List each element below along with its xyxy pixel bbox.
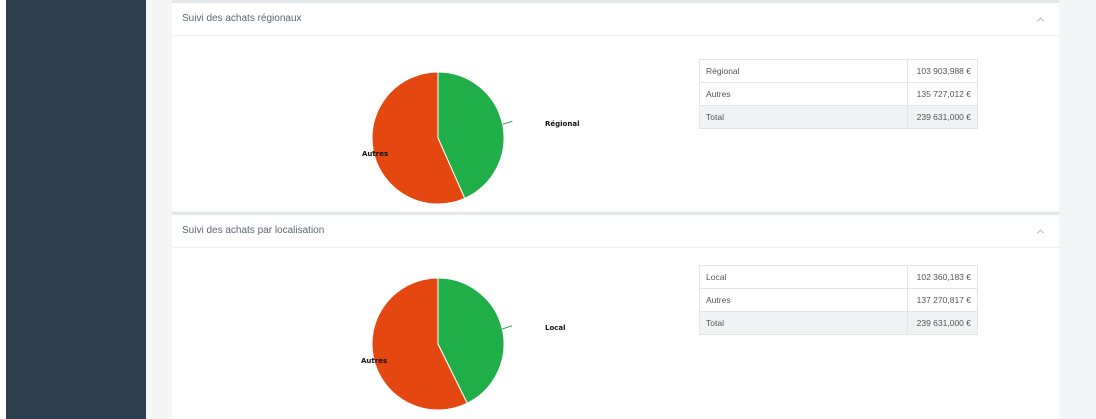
pie-leader-line [372, 358, 374, 360]
row-value: 239 631,000 € [907, 105, 978, 129]
panel-top-border [172, 212, 1059, 215]
row-label: Régional [699, 59, 908, 83]
row-value: 137 270,817 € [907, 288, 978, 312]
pie-leader-line [502, 325, 513, 330]
row-label: Total [699, 105, 908, 129]
table-row: Local 102 360,183 € [699, 265, 978, 289]
panel-purchases-by-location: Suivi des achats par localisation Local … [172, 212, 1059, 419]
pie-chart-location [372, 277, 513, 411]
pie-chart-regional [372, 71, 513, 205]
table-row: Autres 137 270,817 € [699, 288, 978, 312]
row-label: Local [699, 265, 908, 289]
table-row-total: Total 239 631,000 € [699, 105, 978, 129]
pie-label-autres: Autres [361, 357, 388, 365]
pie-label-regional: Régional [545, 120, 580, 128]
main-content: Suivi des achats régionaux Régional Autr… [146, 0, 1096, 419]
row-label: Autres [699, 82, 908, 106]
panel-top-border [172, 0, 1059, 3]
chevron-up-icon[interactable] [1036, 15, 1045, 24]
row-value: 239 631,000 € [907, 311, 978, 335]
row-value: 102 360,183 € [907, 265, 978, 289]
panel-header[interactable]: Suivi des achats par localisation [172, 215, 1059, 248]
pie-label-local: Local [545, 324, 566, 332]
pie-slice-local [437, 277, 505, 404]
pie-slice-autres [372, 71, 466, 205]
summary-table: Local 102 360,183 € Autres 137 270,817 €… [699, 265, 978, 335]
chevron-up-icon[interactable] [1036, 227, 1045, 236]
sidebar [6, 0, 146, 419]
pie-leader-line [502, 120, 513, 125]
pie-label-autres: Autres [362, 150, 389, 158]
summary-table: Régional 103 903,988 € Autres 135 727,01… [699, 59, 978, 129]
table-row-total: Total 239 631,000 € [699, 311, 978, 335]
row-value: 103 903,988 € [907, 59, 978, 83]
row-value: 135 727,012 € [907, 82, 978, 106]
panel-header[interactable]: Suivi des achats régionaux [172, 3, 1059, 36]
row-label: Total [699, 311, 908, 335]
pie-slice-régional [437, 71, 505, 199]
row-label: Autres [699, 288, 908, 312]
table-row: Régional 103 903,988 € [699, 59, 978, 83]
panel-title: Suivi des achats régionaux [182, 13, 302, 24]
table-row: Autres 135 727,012 € [699, 82, 978, 106]
panel-regional-purchases: Suivi des achats régionaux Régional Autr… [172, 0, 1059, 211]
panel-title: Suivi des achats par localisation [182, 225, 325, 236]
